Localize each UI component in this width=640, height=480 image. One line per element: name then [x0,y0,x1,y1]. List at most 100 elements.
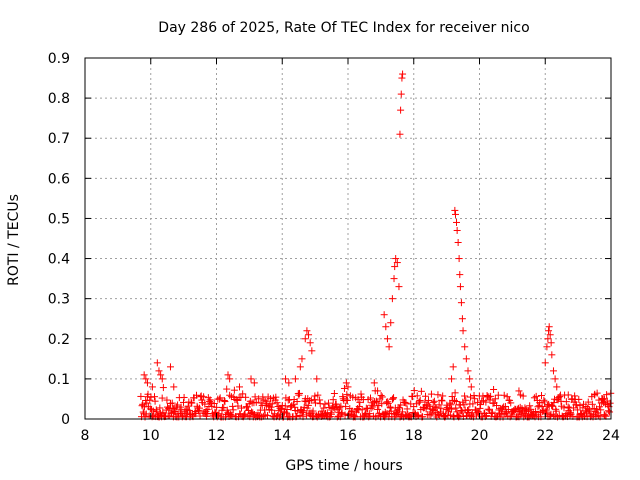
baseline-point [268,400,276,408]
baseline-point [572,401,580,409]
data-point [515,387,523,395]
baseline-point [375,409,383,417]
grid [85,58,611,419]
baseline-point [137,392,145,400]
baseline-point [239,390,247,398]
baseline-point [195,407,203,415]
data-point [382,323,390,331]
data-point [298,355,306,363]
baseline-point [348,407,356,415]
baseline-point [447,401,455,409]
baseline-point [144,390,152,398]
baseline-point [564,403,572,411]
baseline-point [188,399,196,407]
baseline-point [417,387,425,395]
x-tick-label: 24 [602,428,620,444]
baseline-point [446,411,454,419]
data-point [545,323,553,331]
y-tick-label: 0.7 [48,131,70,147]
baseline-point [483,391,491,399]
baseline-point [210,400,218,408]
baseline-point [431,403,439,411]
baseline-point [403,405,411,413]
baseline-point [397,401,405,409]
baseline-point [187,399,195,407]
baseline-point [300,407,308,415]
data-point [456,271,464,279]
data-point [455,255,463,263]
baseline-point [460,401,468,409]
baseline-point [465,406,473,414]
baseline-point [320,404,328,412]
baseline-point [552,407,560,415]
baseline-point [540,396,548,404]
data-point [285,379,293,387]
baseline-point [493,402,501,410]
baseline-point [562,398,570,406]
baseline-point [157,412,165,420]
baseline-point [378,393,386,401]
baseline-point [147,393,155,401]
data-point [303,327,311,335]
data-point [313,375,321,383]
baseline-point [378,400,386,408]
baseline-point [377,391,385,399]
baseline-point [384,399,392,407]
baseline-point [563,410,571,418]
data-point [158,375,166,383]
baseline-point [555,411,563,419]
baseline-point [461,392,469,400]
baseline-point [349,393,357,401]
baseline-point [228,411,236,419]
baseline-point [543,408,551,416]
data-point [459,327,467,335]
baseline-point [307,396,315,404]
baseline-point [603,391,611,399]
baseline-point [600,399,608,407]
baseline-point [549,411,557,419]
y-tick-label: 0.3 [48,292,70,308]
baseline-point [229,406,237,414]
baseline-point [237,404,245,412]
baseline-point [184,402,192,410]
baseline-point [201,400,209,408]
baseline-point [314,391,322,399]
data-point [449,363,457,371]
y-tick-label: 0.1 [48,372,70,388]
baseline-point [476,404,484,412]
baseline-point [295,389,303,397]
baseline-point [507,412,515,420]
baseline-point [206,398,214,406]
data-point [397,106,405,114]
baseline-point [427,390,435,398]
baseline-point [507,399,515,407]
baseline-point [252,398,260,406]
chart-title: Day 286 of 2025, Rate Of TEC Index for r… [158,20,529,36]
baseline-point [510,407,518,415]
data-point [140,371,148,379]
baseline-point [416,396,424,404]
baseline-point [264,412,272,420]
baseline-point [594,412,602,420]
data-point [461,343,469,351]
data-point [398,74,406,82]
baseline-point [482,412,490,420]
baseline-point [585,406,593,414]
baseline-point [430,397,438,405]
baseline-point [206,396,214,404]
baseline-point [153,408,161,416]
baseline-point [490,385,498,393]
data-point [544,335,552,343]
data-point [547,339,555,347]
baseline-point [234,402,242,410]
baseline-point [329,396,337,404]
baseline-point [410,387,418,395]
baseline-point [595,403,603,411]
baseline-point [302,398,310,406]
baseline-point [501,402,509,410]
baseline-point [471,395,479,403]
baseline-point [185,406,193,414]
data-point [380,311,388,319]
baseline-point [177,403,185,411]
data-point [391,263,399,271]
